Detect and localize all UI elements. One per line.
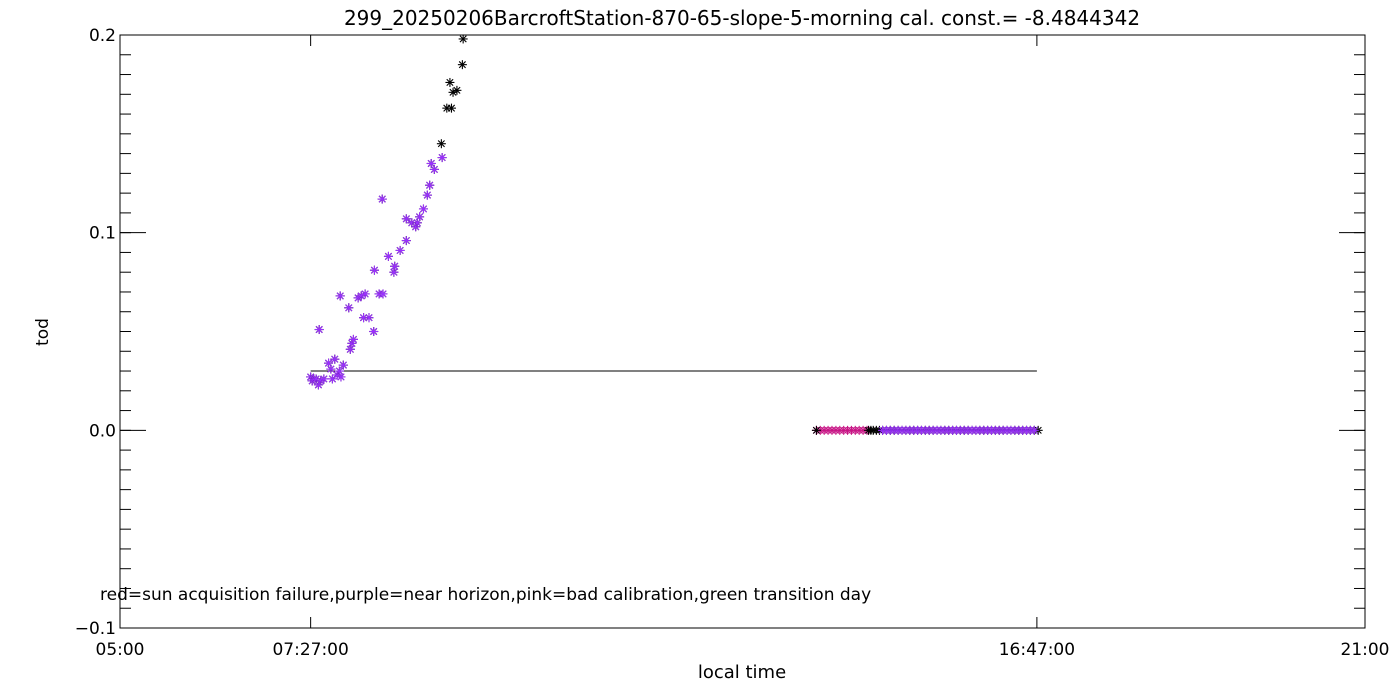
x-tick-labels: 05:00 07:27:00 16:47:00 21:00 <box>96 640 1390 660</box>
data-point <box>336 372 346 382</box>
data-point <box>344 303 354 313</box>
data-point <box>457 60 467 70</box>
data-point <box>429 164 439 174</box>
data-point <box>390 261 400 271</box>
data-point <box>418 204 428 214</box>
chart-title: 299_20250206BarcroftStation-870-65-slope… <box>344 6 1140 30</box>
data-point <box>436 139 446 149</box>
x-axis-label: local time <box>698 662 786 683</box>
data-point <box>1029 425 1039 435</box>
data-point <box>356 291 366 301</box>
data-point <box>364 313 374 323</box>
data-point <box>401 236 411 246</box>
data-point <box>347 338 357 348</box>
legend-note: red=sun acquisition failure,purple=near … <box>100 585 871 605</box>
data-point <box>359 313 369 323</box>
data-point <box>446 103 456 113</box>
plot-frame <box>119 34 1366 629</box>
data-point <box>319 374 329 384</box>
y-axis-label: tod <box>33 318 53 346</box>
data-point <box>360 289 370 299</box>
data-point <box>338 360 348 370</box>
y-tick-label: 0.2 <box>89 26 116 46</box>
x-tick-label: 05:00 <box>96 640 145 660</box>
data-point <box>415 212 425 222</box>
data-point <box>369 265 379 275</box>
data-point <box>334 366 344 376</box>
x-tick-label: 07:27:00 <box>272 640 348 660</box>
x-tick-label: 21:00 <box>1341 640 1390 660</box>
data-point <box>348 334 358 344</box>
data-point <box>445 77 455 87</box>
data-point <box>345 344 355 354</box>
y-tick-labels: −0.1 0.0 0.1 0.2 <box>75 26 116 639</box>
data-point <box>377 194 387 204</box>
y-tick-label: −0.1 <box>75 619 116 639</box>
major-ticks <box>119 34 1366 629</box>
data-point <box>811 425 821 435</box>
data-point <box>401 214 411 224</box>
data-point <box>326 364 336 374</box>
data-point <box>395 245 405 255</box>
data-point <box>389 267 399 277</box>
data-point <box>335 291 345 301</box>
y-tick-label: 0.0 <box>89 421 116 441</box>
data-point <box>437 153 447 163</box>
data-point <box>411 222 421 232</box>
data-point <box>330 354 340 364</box>
minor-ticks <box>120 34 1365 629</box>
x-tick-label: 16:47:00 <box>999 640 1075 660</box>
data-point <box>314 325 324 335</box>
data-point <box>458 34 468 44</box>
data-point <box>452 85 462 95</box>
data-point <box>425 180 435 190</box>
data-point <box>422 190 432 200</box>
data-points <box>306 34 1043 435</box>
data-point <box>369 327 379 336</box>
data-point <box>383 251 393 261</box>
data-point <box>378 289 388 299</box>
y-tick-label: 0.1 <box>89 224 116 244</box>
